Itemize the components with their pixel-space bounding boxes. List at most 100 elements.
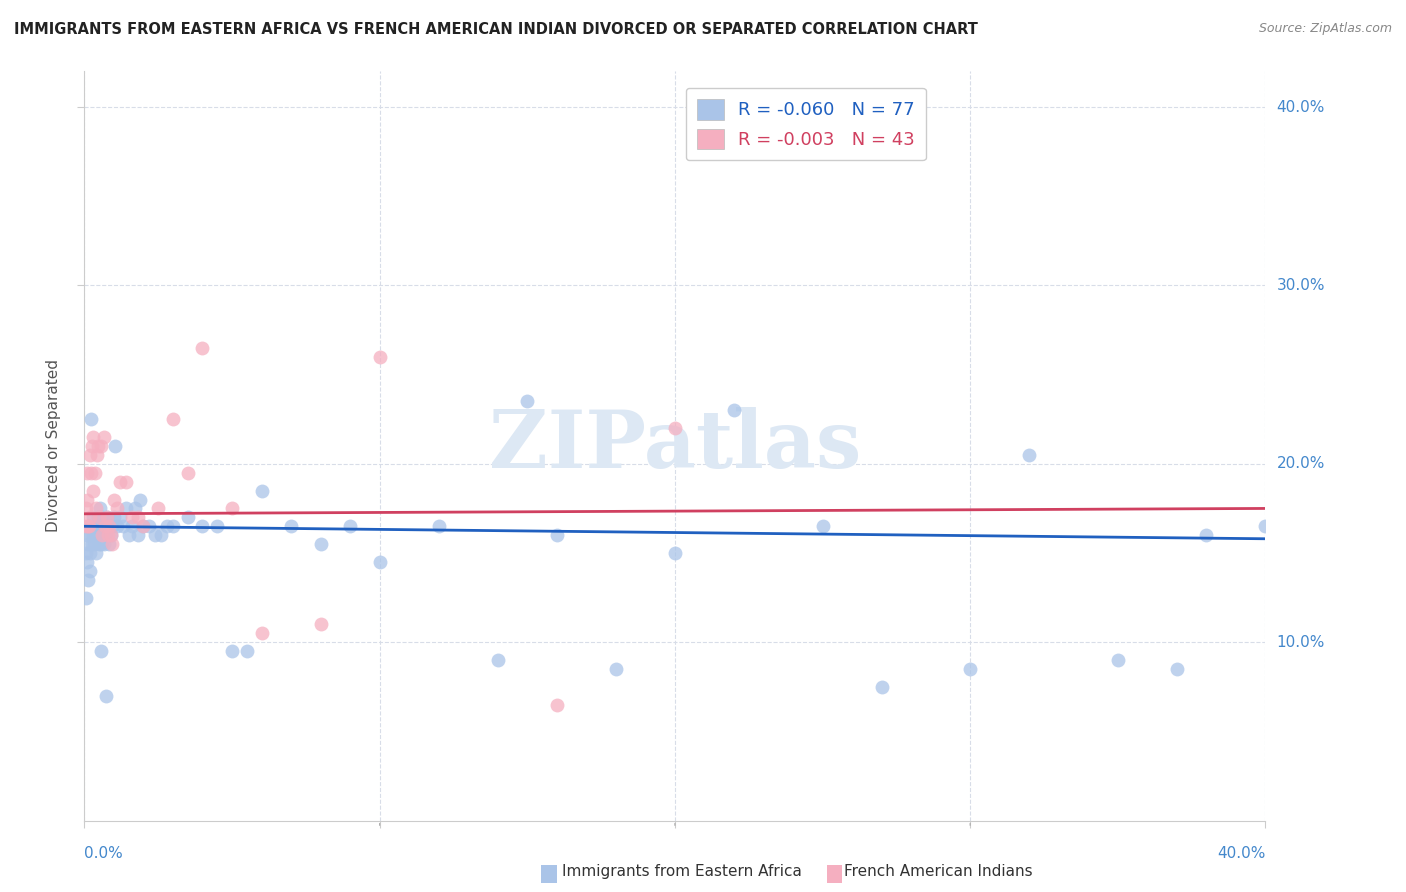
Point xyxy=(103,510,125,524)
Point xyxy=(77,573,100,587)
Point xyxy=(86,510,108,524)
Point xyxy=(93,537,115,551)
Text: Source: ZipAtlas.com: Source: ZipAtlas.com xyxy=(1258,22,1392,36)
Text: 20.0%: 20.0% xyxy=(1277,457,1324,471)
Text: 0.0%: 0.0% xyxy=(84,846,124,861)
Point xyxy=(108,510,131,524)
Point xyxy=(121,510,143,524)
Point xyxy=(83,466,105,480)
Point xyxy=(100,528,122,542)
Point xyxy=(100,528,122,542)
Point xyxy=(101,519,124,533)
Point xyxy=(82,528,104,542)
Point xyxy=(132,519,155,533)
Point xyxy=(221,501,243,516)
Point xyxy=(177,466,200,480)
Point xyxy=(77,519,100,533)
Legend: R = -0.060   N = 77, R = -0.003   N = 43: R = -0.060 N = 77, R = -0.003 N = 43 xyxy=(686,88,925,161)
Point xyxy=(811,519,834,533)
Point xyxy=(76,528,98,542)
Point xyxy=(75,519,97,533)
Point xyxy=(427,519,450,533)
Point xyxy=(221,644,243,658)
Point xyxy=(309,537,332,551)
Point xyxy=(368,555,391,569)
Point xyxy=(205,519,228,533)
Text: Immigrants from Eastern Africa: Immigrants from Eastern Africa xyxy=(562,863,803,879)
Point xyxy=(138,519,160,533)
Point xyxy=(82,430,104,444)
Point xyxy=(114,501,136,516)
Point xyxy=(84,546,107,560)
Point xyxy=(79,564,101,578)
Point xyxy=(127,528,149,542)
Point xyxy=(89,501,111,516)
Point xyxy=(148,501,170,516)
Text: ZIPatlas: ZIPatlas xyxy=(489,407,860,485)
Point xyxy=(1018,448,1040,462)
Point xyxy=(82,483,104,498)
Point xyxy=(87,519,111,533)
Point xyxy=(162,412,184,426)
Point xyxy=(1254,519,1277,533)
Text: 10.0%: 10.0% xyxy=(1277,635,1324,649)
Point xyxy=(105,519,128,533)
Point xyxy=(91,528,114,542)
Point xyxy=(546,528,568,542)
Point xyxy=(84,501,107,516)
Text: 30.0%: 30.0% xyxy=(1277,278,1324,293)
Point xyxy=(97,528,120,542)
Point xyxy=(80,412,103,426)
Point xyxy=(80,537,103,551)
Point xyxy=(177,510,200,524)
Point xyxy=(96,510,118,524)
Point xyxy=(605,662,627,676)
Point xyxy=(80,528,103,542)
Point xyxy=(103,492,125,507)
Point xyxy=(80,439,103,453)
Point xyxy=(143,528,166,542)
Point xyxy=(162,519,184,533)
Text: French American Indians: French American Indians xyxy=(844,863,1032,879)
Point xyxy=(77,519,100,533)
Point xyxy=(75,501,97,516)
Point xyxy=(156,519,179,533)
Point xyxy=(82,510,104,524)
Point xyxy=(870,680,893,694)
Point xyxy=(191,341,214,355)
Point xyxy=(91,510,114,524)
Point xyxy=(235,644,259,658)
Point xyxy=(98,519,121,533)
Point xyxy=(104,439,127,453)
Point xyxy=(84,528,107,542)
Point xyxy=(79,510,101,524)
Point xyxy=(124,501,146,516)
Point xyxy=(664,546,686,560)
Point xyxy=(101,537,124,551)
Point xyxy=(339,519,361,533)
Point xyxy=(77,537,100,551)
Point xyxy=(76,466,98,480)
Point xyxy=(132,519,155,533)
Point xyxy=(83,519,105,533)
Point xyxy=(108,475,131,489)
Point xyxy=(79,546,101,560)
Point xyxy=(129,492,152,507)
Point xyxy=(90,439,112,453)
Point xyxy=(486,653,509,667)
Point xyxy=(664,421,686,435)
Point xyxy=(90,528,112,542)
Point xyxy=(90,537,112,551)
Point xyxy=(1195,528,1218,542)
Point xyxy=(86,439,108,453)
Point xyxy=(97,519,120,533)
Point xyxy=(96,510,118,524)
Point xyxy=(1166,662,1188,676)
Point xyxy=(723,403,745,417)
Point xyxy=(127,510,149,524)
Point xyxy=(77,519,100,533)
Point xyxy=(83,537,105,551)
Point xyxy=(546,698,568,712)
Point xyxy=(280,519,302,533)
Point xyxy=(94,528,117,542)
